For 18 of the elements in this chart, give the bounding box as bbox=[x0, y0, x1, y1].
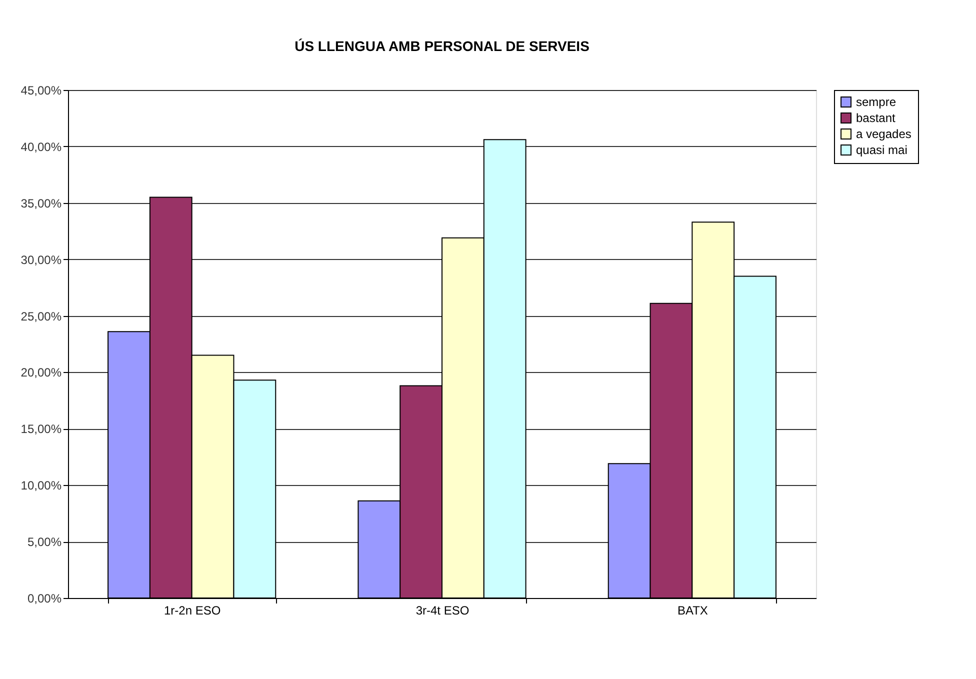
chart-title: ÚS LLENGUA AMB PERSONAL DE SERVEIS bbox=[294, 38, 590, 54]
y-tick-label: 10,00% bbox=[20, 478, 62, 493]
y-tick-label: 35,00% bbox=[20, 196, 62, 210]
legend-label: quasi mai bbox=[856, 143, 908, 157]
y-tick-label: 25,00% bbox=[20, 309, 62, 324]
x-tick-label: 1r-2n ESO bbox=[164, 604, 221, 618]
legend-label: sempre bbox=[856, 95, 896, 109]
legend-label: bastant bbox=[856, 111, 896, 125]
y-tick-label: 45,00% bbox=[20, 84, 62, 98]
x-tick-label: BATX bbox=[677, 604, 708, 618]
x-tick-label: 3r-4t ESO bbox=[416, 604, 470, 618]
y-tick-label: 20,00% bbox=[20, 366, 62, 380]
y-tick-label: 0,00% bbox=[27, 592, 62, 606]
y-tick-label: 30,00% bbox=[20, 252, 62, 267]
legend-label: a vegades bbox=[856, 127, 912, 141]
y-tick-label: 40,00% bbox=[20, 140, 62, 154]
y-tick-label: 5,00% bbox=[27, 535, 62, 550]
y-tick-label: 15,00% bbox=[20, 422, 62, 436]
